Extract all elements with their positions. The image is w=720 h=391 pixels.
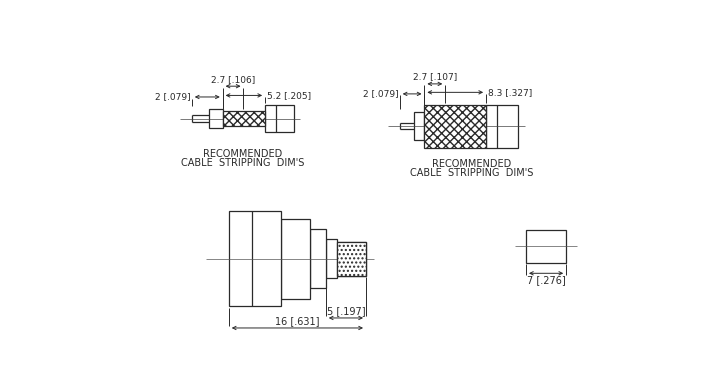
Bar	[222, 111, 265, 126]
Bar	[337, 242, 366, 276]
Text: RECOMMENDED: RECOMMENDED	[204, 149, 283, 159]
Text: 5 [.197]: 5 [.197]	[327, 306, 365, 316]
Bar	[265, 105, 294, 133]
Bar	[337, 242, 366, 276]
Text: RECOMMENDED: RECOMMENDED	[432, 160, 511, 169]
Bar	[326, 239, 337, 278]
Text: 5.2 [.205]: 5.2 [.205]	[266, 91, 311, 100]
Bar	[526, 230, 566, 262]
Bar	[337, 242, 366, 276]
Text: 7 [.276]: 7 [.276]	[527, 275, 565, 285]
Bar	[222, 111, 265, 126]
Text: 2.7 [.106]: 2.7 [.106]	[211, 75, 255, 84]
Text: CABLE  STRIPPING  DIM'S: CABLE STRIPPING DIM'S	[410, 168, 533, 178]
Text: 2 [.079]: 2 [.079]	[155, 92, 190, 102]
Text: 16 [.631]: 16 [.631]	[275, 316, 320, 326]
Bar	[209, 109, 222, 128]
Bar	[282, 219, 310, 299]
Bar	[425, 105, 486, 148]
Text: CABLE  STRIPPING  DIM'S: CABLE STRIPPING DIM'S	[181, 158, 305, 168]
Text: 2 [.079]: 2 [.079]	[363, 90, 398, 99]
Bar	[414, 112, 425, 140]
Bar	[229, 211, 282, 307]
Text: 2.7 [.107]: 2.7 [.107]	[413, 73, 457, 82]
Bar	[310, 230, 326, 288]
Bar	[425, 105, 486, 148]
Bar	[486, 105, 518, 148]
Text: 8.3 [.327]: 8.3 [.327]	[488, 88, 533, 97]
